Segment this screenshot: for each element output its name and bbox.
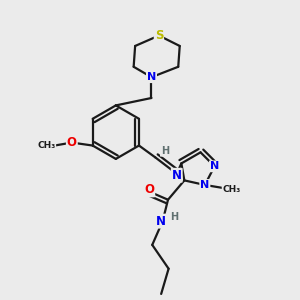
Text: N: N bbox=[156, 214, 166, 228]
Text: S: S bbox=[155, 29, 163, 42]
Text: CH₃: CH₃ bbox=[37, 141, 56, 150]
Text: N: N bbox=[172, 169, 182, 182]
Text: O: O bbox=[144, 183, 154, 196]
Text: N: N bbox=[200, 180, 209, 190]
Text: N: N bbox=[147, 72, 156, 82]
Text: CH₃: CH₃ bbox=[223, 185, 241, 194]
Text: N: N bbox=[210, 161, 219, 171]
Text: H: H bbox=[161, 146, 169, 156]
Text: O: O bbox=[67, 136, 77, 149]
Text: H: H bbox=[170, 212, 178, 222]
